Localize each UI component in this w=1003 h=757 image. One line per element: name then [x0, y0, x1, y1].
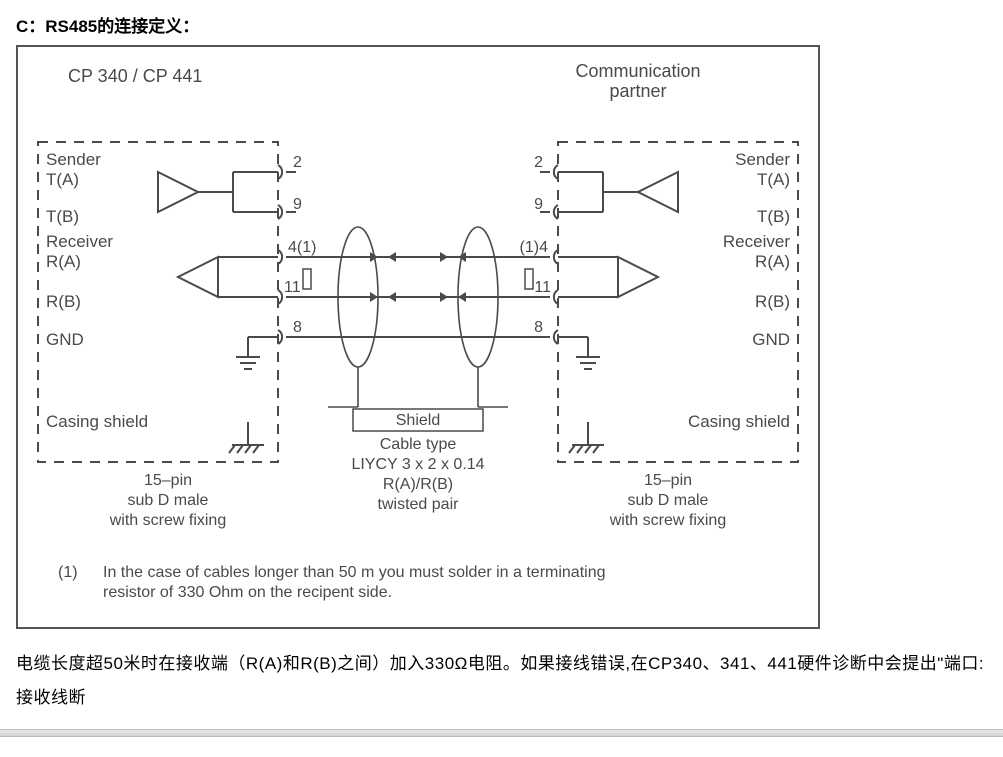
- l-sender: Sender: [46, 150, 101, 169]
- note-l1: In the case of cables longer than 50 m y…: [103, 564, 606, 581]
- rp9: 9: [534, 196, 543, 213]
- cross-wires: [286, 172, 550, 337]
- note-num: (1): [58, 564, 78, 581]
- left-device-label: CP 340 / CP 441: [68, 66, 202, 86]
- window-bottom-strip: [0, 729, 1003, 737]
- lp11: 11: [284, 279, 301, 296]
- rconn2: sub D male: [628, 492, 709, 509]
- cable-l4: twisted pair: [378, 496, 460, 513]
- section-title: C：RS485的连接定义：: [16, 12, 987, 37]
- lp8: 8: [293, 319, 302, 336]
- chassis-right: [569, 422, 604, 453]
- rp8: 8: [534, 319, 543, 336]
- l-shield: Casing shield: [46, 412, 148, 431]
- right-sender-driver: [558, 172, 678, 212]
- rs485-diagram: CP 340 / CP 441 Communication partner Se…: [16, 45, 820, 629]
- rp2: 2: [534, 154, 543, 171]
- footer-paragraph: 电缆长度超50米时在接收端（R(A)和R(B)之间）加入330Ω电阻。如果接线错…: [16, 647, 987, 715]
- lp2: 2: [293, 154, 302, 171]
- l-ra: R(A): [46, 252, 81, 271]
- r-receiver: Receiver: [723, 232, 790, 251]
- diagram-svg: CP 340 / CP 441 Communication partner Se…: [18, 47, 818, 627]
- connector-cups: [278, 165, 558, 344]
- lconn3: with screw fixing: [109, 512, 226, 529]
- r-rb: R(B): [755, 292, 790, 311]
- l-ta: T(A): [46, 170, 79, 189]
- rp11: 11: [534, 279, 551, 296]
- chassis-left: [229, 422, 264, 453]
- l-tb: T(B): [46, 207, 79, 226]
- lconn2: sub D male: [128, 492, 209, 509]
- lp4: 4(1): [288, 239, 316, 256]
- cable-l2: LIYCY 3 x 2 x 0.14: [351, 456, 484, 473]
- left-sender-driver: [158, 172, 278, 212]
- r-gnd: GND: [752, 330, 790, 349]
- note-l2: resistor of 330 Ohm on the recipent side…: [103, 584, 392, 601]
- r-sender: Sender: [735, 150, 790, 169]
- l-gnd: GND: [46, 330, 84, 349]
- l-receiver: Receiver: [46, 232, 113, 251]
- shield-ellipses: [328, 227, 508, 407]
- shield-label: Shield: [396, 412, 440, 429]
- right-device-label-1: Communication: [575, 61, 700, 81]
- gnd-left: [236, 337, 278, 369]
- r-ta: T(A): [757, 170, 790, 189]
- lp9: 9: [293, 196, 302, 213]
- gnd-right: [558, 337, 600, 369]
- l-rb: R(B): [46, 292, 81, 311]
- cable-l3: R(A)/R(B): [383, 476, 453, 493]
- right-device-label-2: partner: [609, 81, 666, 101]
- lconn1: 15–pin: [144, 472, 192, 489]
- r-tb: T(B): [757, 207, 790, 226]
- rconn1: 15–pin: [644, 472, 692, 489]
- r-ra: R(A): [755, 252, 790, 271]
- rp4: (1)4: [520, 239, 549, 256]
- arrowheads: [370, 252, 466, 302]
- rconn3: with screw fixing: [609, 512, 726, 529]
- cable-l1: Cable type: [380, 436, 457, 453]
- r-shield: Casing shield: [688, 412, 790, 431]
